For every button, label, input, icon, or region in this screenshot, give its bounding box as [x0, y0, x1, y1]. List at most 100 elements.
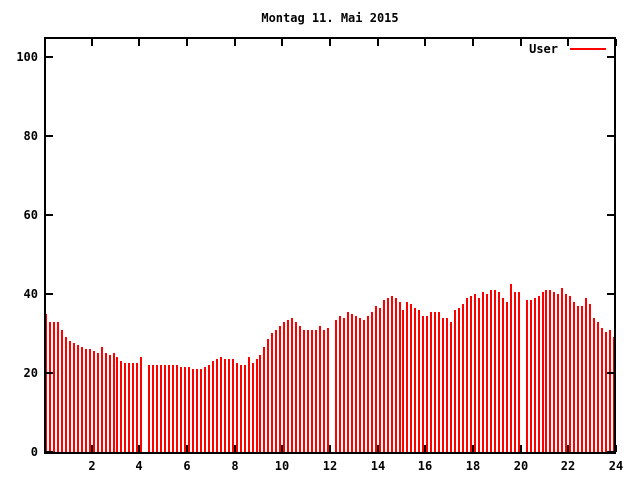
bar — [105, 353, 107, 452]
bar — [299, 326, 301, 452]
x-tick-top — [615, 39, 617, 46]
bar — [327, 328, 329, 452]
x-tick-bottom — [186, 445, 188, 452]
bar — [81, 347, 83, 452]
x-tick-label: 2 — [88, 459, 96, 473]
x-tick-top — [567, 39, 569, 46]
y-tick-label: 0 — [30, 445, 38, 459]
bar — [434, 312, 436, 452]
bar — [287, 320, 289, 452]
bar — [172, 365, 174, 452]
bar — [224, 359, 226, 452]
bar — [506, 302, 508, 452]
bar — [232, 359, 234, 452]
bar — [498, 292, 500, 452]
bar — [391, 296, 393, 452]
y-tick-label: 40 — [23, 287, 38, 301]
y-tick-right — [607, 293, 614, 295]
bar — [267, 339, 269, 452]
bar — [236, 363, 238, 452]
bar — [430, 312, 432, 452]
bar — [379, 308, 381, 452]
x-tick-label: 16 — [417, 459, 433, 473]
x-tick-top — [281, 39, 283, 46]
x-tick-bottom — [281, 445, 283, 452]
x-tick-bottom — [424, 445, 426, 452]
x-tick-bottom — [520, 445, 522, 452]
y-tick-right — [607, 214, 614, 216]
x-tick-bottom — [138, 445, 140, 452]
bar — [220, 357, 222, 452]
bar — [422, 316, 424, 452]
bar — [188, 367, 190, 452]
x-tick-label: 6 — [183, 459, 191, 473]
bar — [454, 310, 456, 452]
plot-border-left — [44, 37, 46, 454]
x-tick-bottom — [615, 445, 617, 452]
bar — [399, 302, 401, 452]
bar — [518, 292, 520, 452]
bar — [128, 363, 130, 452]
bar — [160, 365, 162, 452]
bar — [97, 353, 99, 452]
bar — [542, 292, 544, 452]
plot-border-right — [614, 37, 616, 454]
bar — [383, 300, 385, 452]
bar — [569, 296, 571, 452]
bar — [216, 359, 218, 452]
bar — [256, 359, 258, 452]
bar — [200, 369, 202, 452]
bar — [156, 365, 158, 452]
bar — [204, 367, 206, 452]
bar — [132, 363, 134, 452]
bar — [315, 330, 317, 452]
x-tick-top — [472, 39, 474, 46]
x-tick-label: 18 — [465, 459, 481, 473]
bar — [271, 333, 273, 452]
bar — [561, 288, 563, 452]
bar — [351, 314, 353, 452]
x-tick-top — [138, 39, 140, 46]
bar — [486, 294, 488, 452]
chart-title: Montag 11. Mai 2015 — [261, 11, 399, 25]
bar — [109, 355, 111, 452]
bar — [402, 310, 404, 452]
bar — [168, 365, 170, 452]
bar — [545, 290, 547, 452]
bar — [474, 294, 476, 452]
bar — [514, 292, 516, 452]
bar — [212, 361, 214, 452]
bar — [323, 330, 325, 452]
x-tick-label: 20 — [513, 459, 529, 473]
x-tick-bottom — [567, 445, 569, 452]
y-tick-left — [46, 214, 53, 216]
plot-border-bottom — [44, 452, 616, 454]
bar — [367, 316, 369, 452]
bar — [347, 312, 349, 452]
y-tick-right — [607, 135, 614, 137]
y-tick-right — [607, 451, 614, 453]
bar — [482, 292, 484, 452]
y-tick-left — [46, 293, 53, 295]
bar — [73, 343, 75, 452]
bar — [585, 298, 587, 452]
bar — [375, 306, 377, 452]
bar — [355, 316, 357, 452]
x-tick-top — [520, 39, 522, 46]
bar — [45, 314, 47, 452]
bar — [228, 359, 230, 452]
plot-border-top — [44, 37, 616, 39]
bar — [57, 322, 59, 452]
bar — [418, 310, 420, 452]
bar — [240, 365, 242, 452]
x-tick-label: 10 — [274, 459, 290, 473]
bar — [89, 349, 91, 452]
x-tick-label: 24 — [608, 459, 624, 473]
x-tick-top — [377, 39, 379, 46]
bar — [279, 326, 281, 452]
bar — [414, 308, 416, 452]
y-tick-label: 60 — [23, 208, 38, 222]
bar — [442, 318, 444, 452]
bar — [438, 312, 440, 452]
bar — [120, 361, 122, 452]
